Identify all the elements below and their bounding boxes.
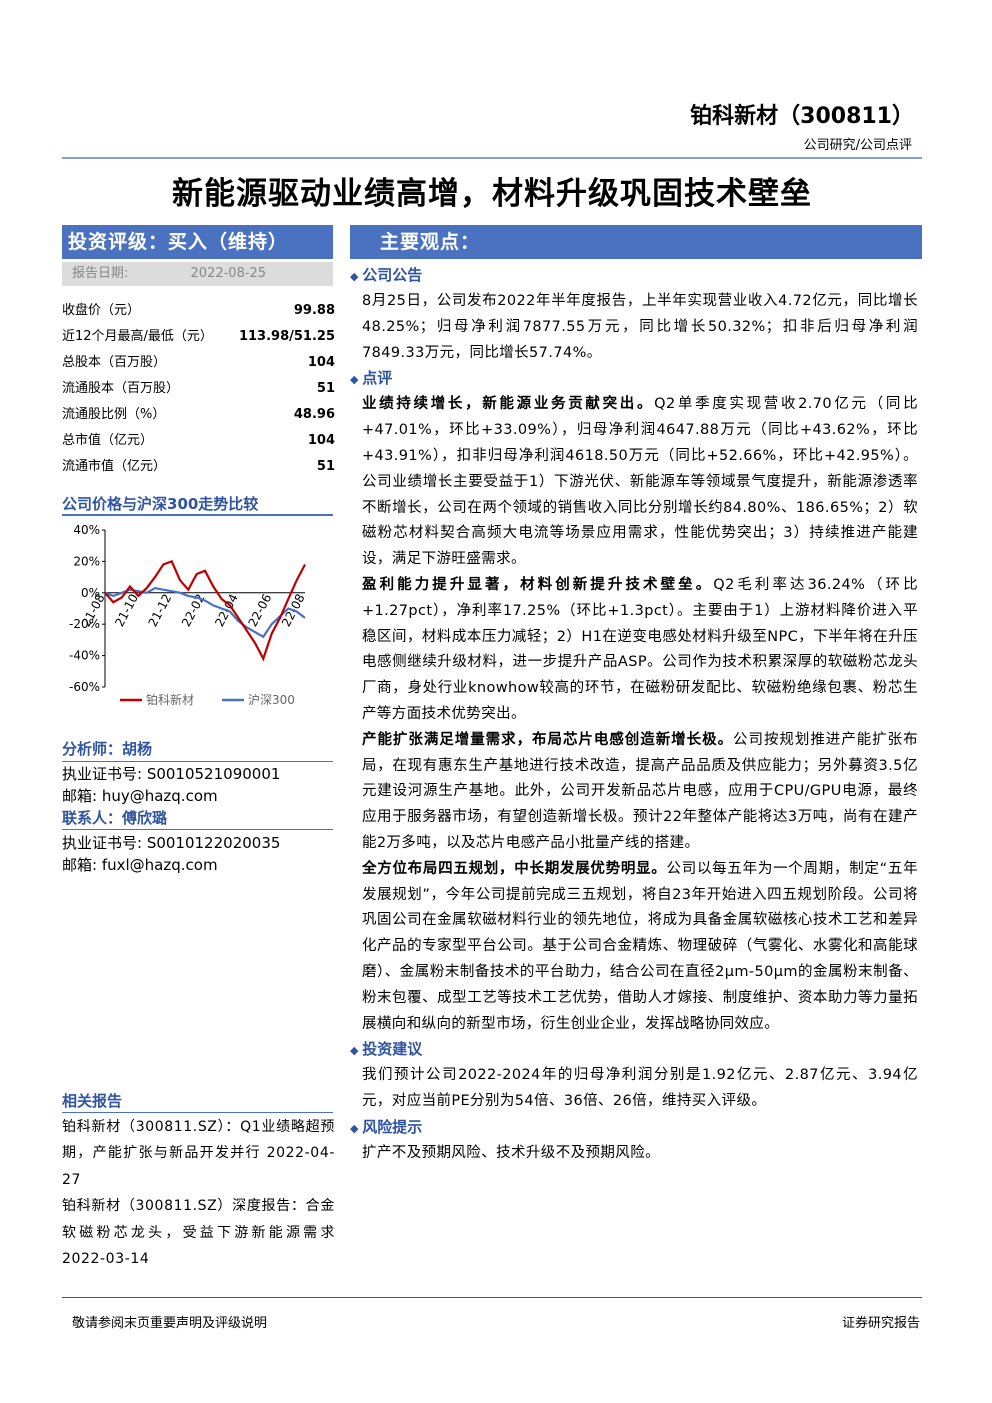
- rule: [62, 761, 333, 762]
- related-text: 铂科新材（300811.SZ）深度报告：合金软磁粉芯龙头，受益下游新能源需求: [62, 1198, 335, 1241]
- analyst-email: 邮箱: huy@hazq.com: [62, 787, 218, 805]
- paragraph-body: 扩产不及预期风险、技术升级不及预期风险。: [362, 1144, 660, 1161]
- paragraph: 产能扩张满足增量需求，布局芯片电感创造新增长极。公司按规划推进产能扩张布局，在现…: [362, 728, 918, 857]
- related-item: 铂科新材（300811.SZ）：Q1业绩略超预期，产能扩张与新品开发并行 202…: [62, 1114, 335, 1193]
- x-tick-label: 21-10: [112, 592, 141, 629]
- stat-label: 流通股本（百万股）: [62, 381, 180, 396]
- paragraph-body: Q2毛利率达36.24%（环比+1.27pct），净利率17.25%（环比+1.…: [362, 576, 918, 722]
- stat-row: 近12个月最高/最低（元） 113.98/51.25: [62, 324, 335, 350]
- analyst-cert: 执业证书号: S0010521090001: [62, 765, 281, 783]
- paragraph-body: 公司以每五年为一个周期，制定“五年发展规划”，今年公司提前完成三五规划，将自23…: [362, 860, 919, 1032]
- paragraph-lead: 全方位布局四五规划，中长期发展优势明显。: [362, 860, 667, 877]
- footer-right: 证券研究报告: [841, 1316, 920, 1331]
- stat-row: 流通股比例（%） 48.96: [62, 402, 335, 428]
- paragraph-body: Q2单季度实现营收2.70亿元（同比+47.01%，环比+33.09%），归母净…: [362, 396, 918, 568]
- main-body: 公司公告8月25日，公司发布2022年半年度报告，上半年实现营业收入4.72亿元…: [362, 263, 918, 1167]
- paragraph: 扩产不及预期风险、技术升级不及预期风险。: [362, 1141, 918, 1167]
- related-list: 铂科新材（300811.SZ）：Q1业绩略超预期，产能扩张与新品开发并行 202…: [62, 1114, 335, 1272]
- contact-cert: 执业证书号: S0010122020035: [62, 834, 281, 852]
- stats: 收盘价（元） 99.88 近12个月最高/最低（元） 113.98/51.25 总股本（…: [62, 298, 335, 480]
- paragraph: 8月25日，公司发布2022年半年度报告，上半年实现营业收入4.72亿元，同比增…: [362, 289, 918, 366]
- paragraph: 全方位布局四五规划，中长期发展优势明显。公司以每五年为一个周期，制定“五年发展规…: [362, 857, 918, 1038]
- stat-label: 近12个月最高/最低（元）: [62, 329, 213, 344]
- stat-row: 总股本（百万股） 104: [62, 350, 335, 376]
- paragraph-body: 我们预计公司2022-2024年的归母净利润分别是1.92亿元、2.87亿元、3…: [362, 1067, 918, 1110]
- paragraph: 盈利能力提升显著，材料创新提升技术壁垒。Q2毛利率达36.24%（环比+1.27…: [362, 573, 918, 728]
- y-tick-label: -20%: [69, 617, 100, 631]
- y-tick-label: -60%: [69, 680, 100, 694]
- section-heading: 风险提示: [350, 1115, 918, 1141]
- company: 铂科新材（300811）: [690, 104, 914, 129]
- date-row: 报告日期: 2022-08-25: [62, 262, 333, 286]
- stat-label: 收盘价（元）: [62, 303, 141, 318]
- stat-value: 104: [307, 355, 335, 370]
- paragraph-body: 公司按规划推进产能扩张布局，在现有惠东生产基地进行技术改造，提高产品品质及供应能…: [362, 731, 918, 851]
- stat-value: 99.88: [293, 303, 335, 318]
- rule: [62, 1112, 333, 1113]
- legend-label: 铂科新材: [146, 692, 194, 707]
- stat-value: 51: [316, 381, 335, 396]
- stat-value: 104: [307, 433, 335, 448]
- category: 公司研究/公司点评: [803, 138, 912, 153]
- y-tick-label: 40%: [73, 523, 100, 537]
- y-tick-label: 20%: [73, 554, 100, 568]
- stat-row: 流通股本（百万股） 51: [62, 376, 335, 402]
- paragraph-body: 8月25日，公司发布2022年半年度报告，上半年实现营业收入4.72亿元，同比增…: [362, 293, 918, 361]
- related-text: 铂科新材（300811.SZ）：Q1业绩略超预期，产能扩张与新品开发并行: [62, 1119, 335, 1162]
- paragraph-lead: 产能扩张满足增量需求，布局芯片电感创造新增长极。: [362, 731, 734, 748]
- stat-value: 51: [316, 459, 335, 474]
- x-tick-label: 21-12: [146, 592, 175, 629]
- stat-label: 流通股比例（%）: [62, 407, 166, 422]
- related-date: 2022-03-14: [62, 1251, 150, 1268]
- date: 2022-08-25: [190, 266, 267, 281]
- stat-label: 总股本（百万股）: [62, 355, 167, 370]
- stat-label: 总市值（亿元）: [62, 433, 154, 448]
- main-title: 主要观点：: [350, 225, 922, 259]
- paragraph: 业绩持续增长，新能源业务贡献突出。Q2单季度实现营收2.70亿元（同比+47.0…: [362, 392, 918, 573]
- section-heading: 投资建议: [350, 1037, 918, 1063]
- stat-label: 流通市值（亿元）: [62, 459, 167, 474]
- stat-value: 48.96: [293, 407, 335, 422]
- rule: [62, 829, 333, 830]
- rule: [62, 1297, 922, 1298]
- section-heading: 点评: [350, 366, 918, 392]
- y-tick-label: 0%: [81, 586, 100, 600]
- chart: -60%-40%-20%0%20%40%21-08 21-10 21-12 22-02…: [69, 523, 308, 707]
- paragraph: 我们预计公司2022-2024年的归母净利润分别是1.92亿元、2.87亿元、3…: [362, 1063, 918, 1115]
- paragraph-lead: 业绩持续增长，新能源业务贡献突出。: [362, 396, 655, 413]
- related-title: 相关报告: [62, 1092, 123, 1110]
- section-heading: 公司公告: [350, 263, 918, 289]
- series-line: [104, 560, 306, 662]
- related-item: 铂科新材（300811.SZ）深度报告：合金软磁粉芯龙头，受益下游新能源需求 2…: [62, 1193, 335, 1272]
- series-line: [104, 586, 306, 639]
- legend-label: 沪深300: [248, 693, 295, 707]
- stat-row: 流通市值（亿元） 51: [62, 454, 335, 480]
- footer-left: 敬请参阅末页重要声明及评级说明: [72, 1316, 268, 1331]
- paragraph-lead: 盈利能力提升显著，材料创新提升技术壁垒。: [362, 576, 714, 593]
- contact-email: 邮箱: fuxl@hazq.com: [62, 856, 218, 874]
- rating: 投资评级：买入（维持）: [62, 225, 333, 259]
- related-date: 2022-04-27: [62, 1145, 335, 1188]
- stat-row: 收盘价（元） 99.88: [62, 298, 335, 324]
- y-tick-label: -40%: [69, 649, 100, 663]
- chart-title: 公司价格与沪深300走势比较: [62, 495, 259, 513]
- contact-label: 联系人：傅欣璐: [62, 809, 168, 827]
- analyst-label: 分析师：胡杨: [62, 740, 153, 758]
- date-label: 报告日期:: [72, 266, 129, 281]
- stat-value: 113.98/51.25: [238, 329, 335, 344]
- stat-row: 总市值（亿元） 104: [62, 428, 335, 454]
- rule: [62, 514, 333, 516]
- title: 新能源驱动业绩高增，材料升级巩固技术壁垒: [172, 176, 812, 212]
- x-tick-label: 22-06: [246, 592, 275, 629]
- rule: [62, 157, 922, 159]
